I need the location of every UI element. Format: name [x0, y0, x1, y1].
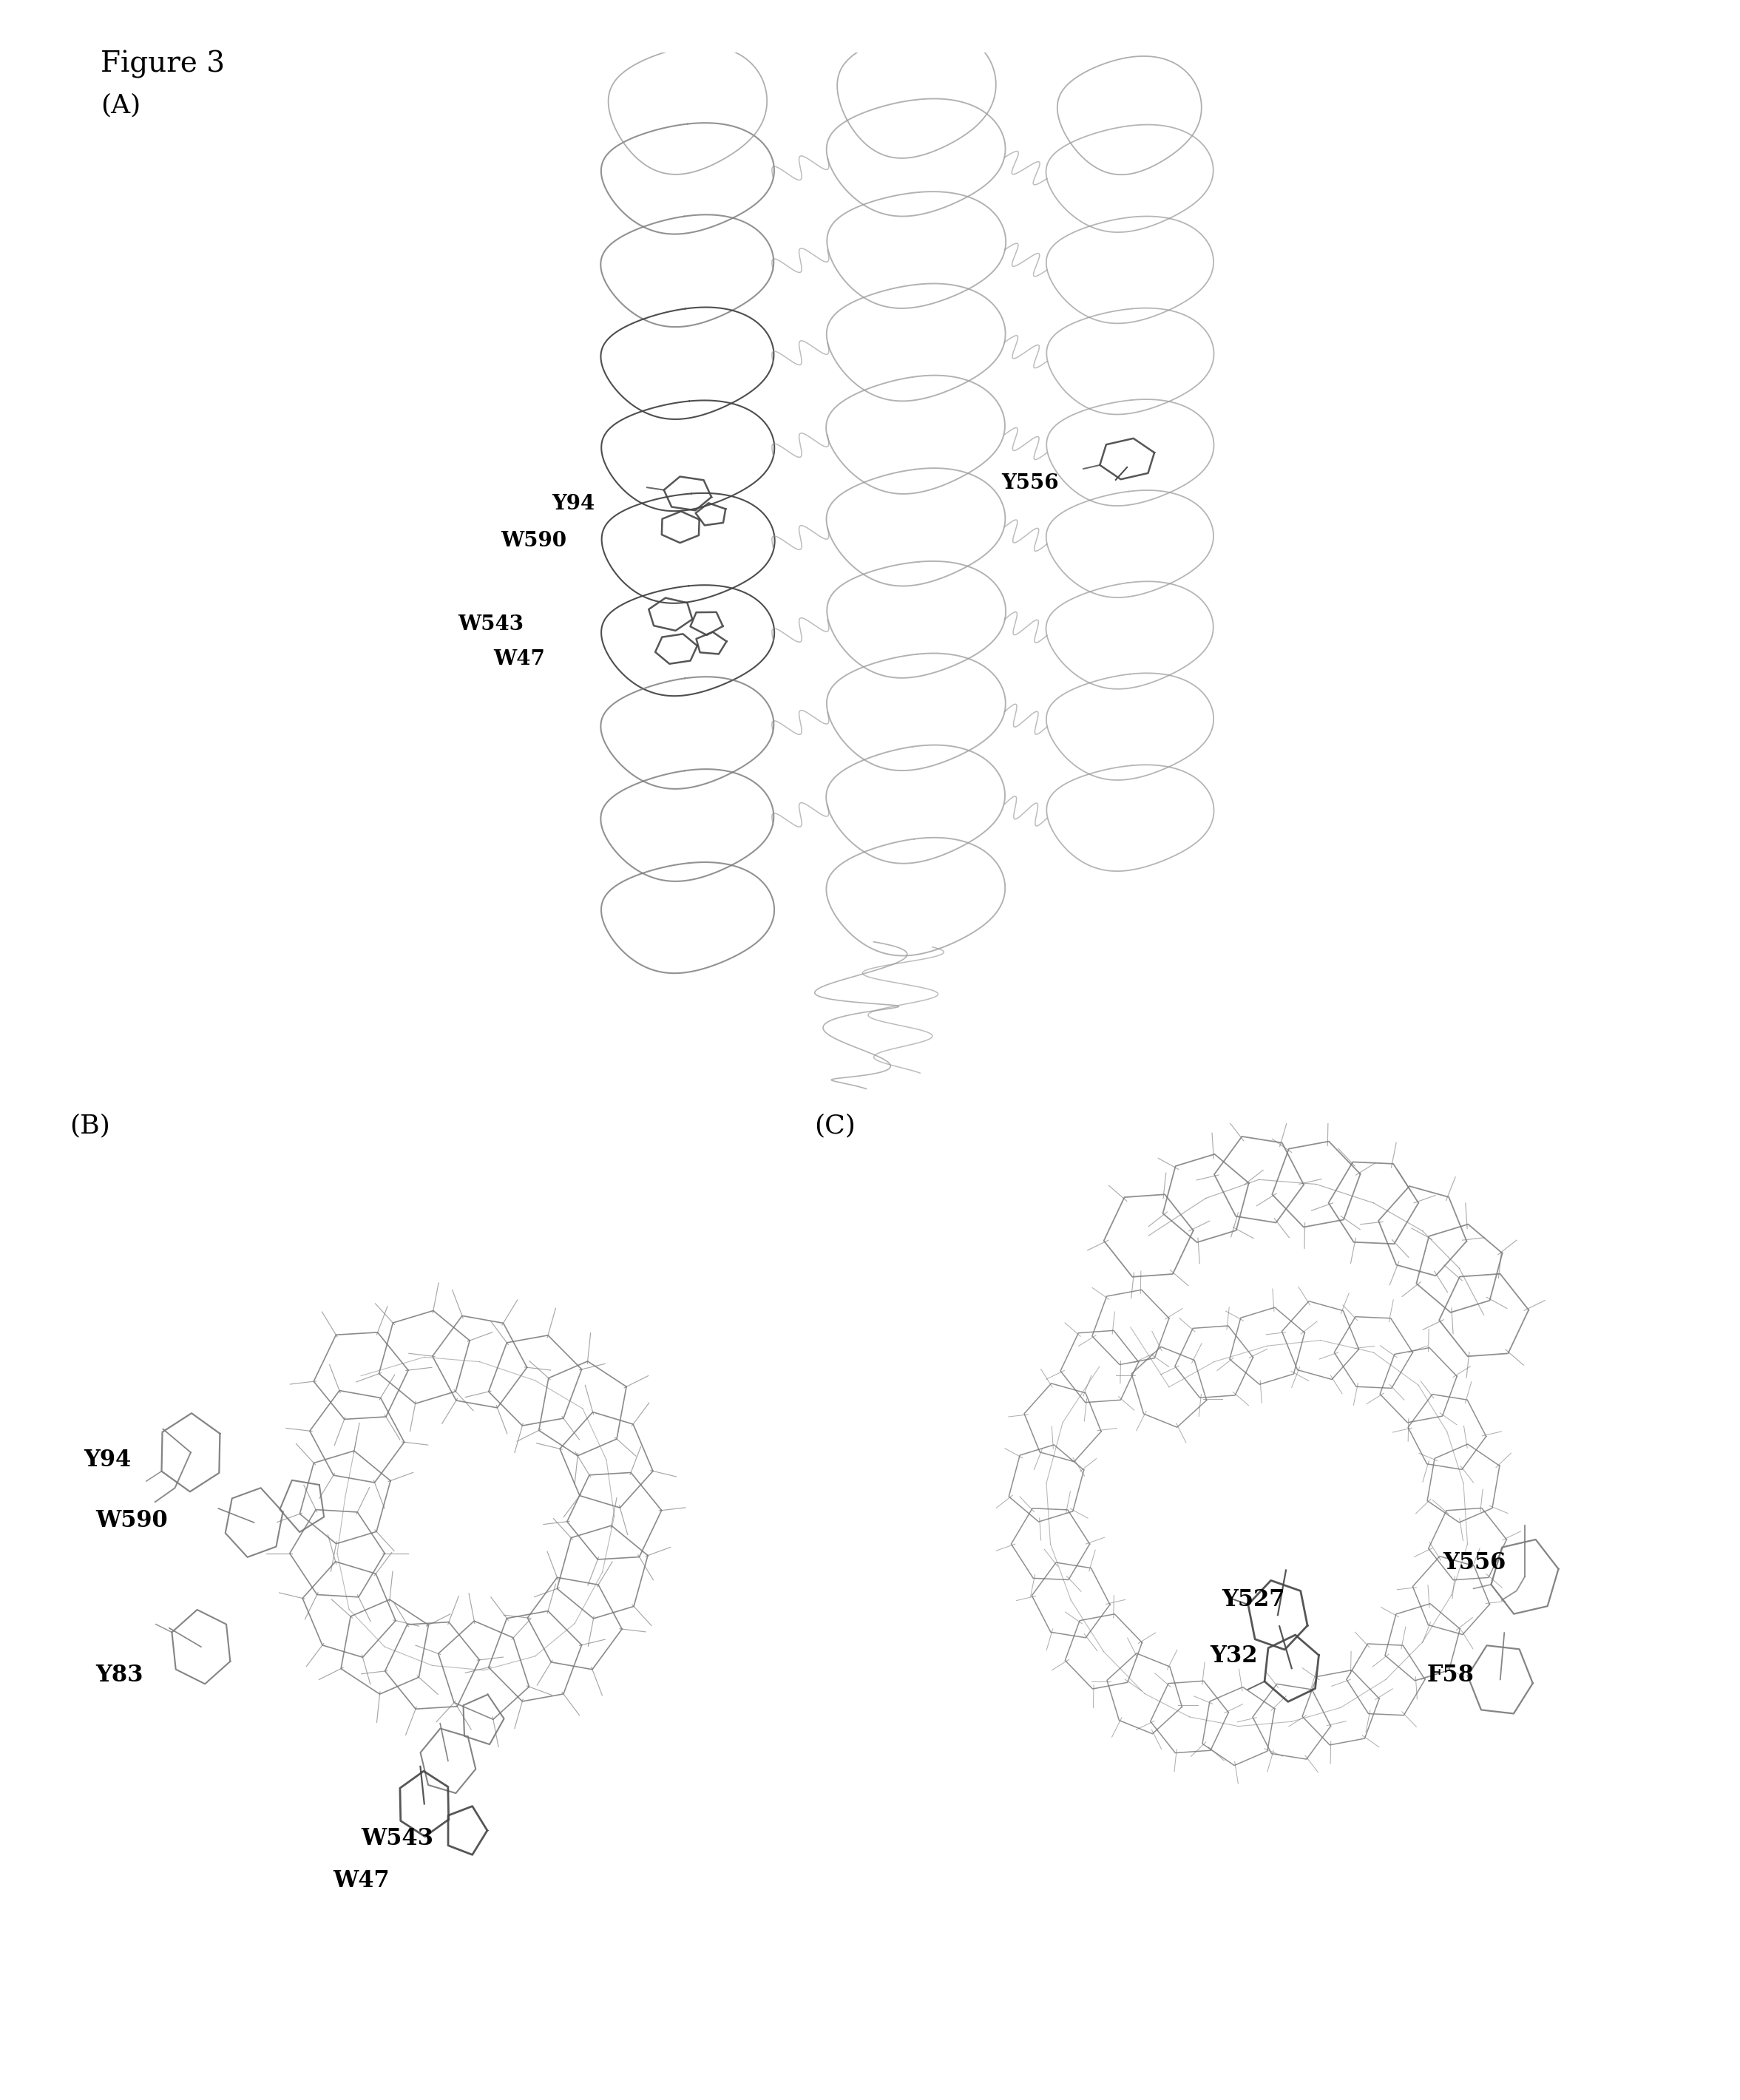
Text: Y556: Y556 — [1442, 1552, 1507, 1575]
Text: W543: W543 — [360, 1827, 433, 1850]
Text: W590: W590 — [501, 531, 566, 550]
Text: W47: W47 — [334, 1869, 390, 1892]
Text: Y32: Y32 — [1209, 1644, 1258, 1667]
Text: W543: W543 — [458, 615, 524, 634]
Text: Y94: Y94 — [552, 494, 595, 514]
Text: Y83: Y83 — [96, 1663, 143, 1686]
Text: W590: W590 — [96, 1510, 169, 1533]
Text: W47: W47 — [494, 649, 545, 670]
Text: (A): (A) — [101, 92, 141, 118]
Text: (B): (B) — [70, 1113, 110, 1138]
Text: Y556: Y556 — [1000, 472, 1058, 494]
Text: Y527: Y527 — [1221, 1588, 1286, 1611]
Text: (C): (C) — [814, 1113, 856, 1138]
Text: F58: F58 — [1427, 1663, 1474, 1686]
Text: Y94: Y94 — [84, 1449, 132, 1472]
Text: Figure 3: Figure 3 — [101, 50, 224, 78]
